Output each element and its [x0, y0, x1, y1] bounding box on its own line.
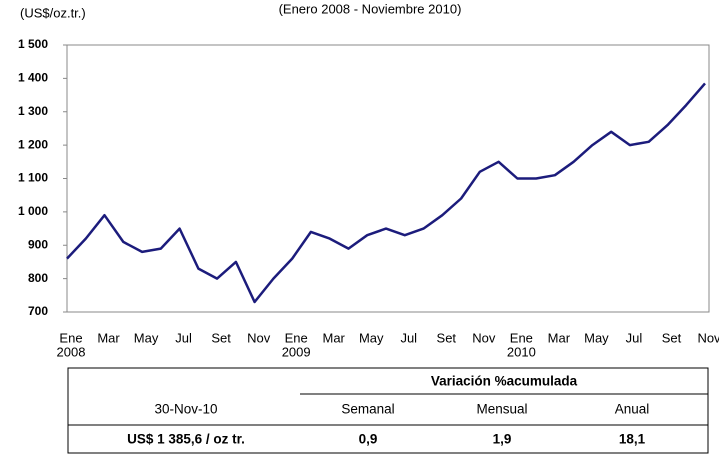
y-tick-label: 1 300	[18, 104, 48, 118]
y-tick-label: 900	[28, 237, 48, 251]
x-tick-label: Set	[211, 330, 231, 345]
table-header: 30-Nov-10	[154, 402, 217, 417]
plot-frame	[66, 44, 710, 313]
x-tick-label: Ene	[59, 330, 82, 345]
x-tick-label: Ene	[285, 330, 308, 345]
table-cell: 18,1	[619, 432, 646, 447]
table-frame	[67, 367, 709, 454]
table-cell: 1,9	[493, 432, 512, 447]
x-tick-label: Mar	[97, 330, 120, 345]
x-tick-label: Nov	[247, 330, 271, 345]
y-tick-label: 700	[28, 304, 48, 318]
y-tick-label: 1 000	[18, 204, 48, 218]
x-year-label: 2008	[57, 344, 86, 359]
x-tick-label: Jul	[400, 330, 417, 345]
table-cell: 0,9	[359, 432, 378, 447]
x-tick-label: Jul	[175, 330, 192, 345]
x-tick-label: Jul	[626, 330, 643, 345]
x-tick-label: Mar	[548, 330, 571, 345]
x-year-label: 2010	[507, 344, 536, 359]
price-line	[66, 82, 706, 304]
table-header: Semanal	[341, 402, 394, 417]
x-tick-label: Nov	[697, 330, 719, 345]
y-tick-label: 1 100	[18, 171, 48, 185]
x-tick-label: Mar	[323, 330, 346, 345]
x-tick-label: Set	[437, 330, 457, 345]
x-tick-label: Nov	[472, 330, 496, 345]
x-tick-label: Ene	[510, 330, 533, 345]
y-axis-label: (US$/oz.tr.)	[20, 5, 86, 20]
x-tick-label: Set	[662, 330, 682, 345]
y-tick-label: 800	[28, 271, 48, 285]
chart-title: (Enero 2008 - Noviembre 2010)	[279, 1, 462, 16]
x-tick-label: May	[584, 330, 609, 345]
y-tick-label: 1 500	[18, 37, 48, 51]
x-tick-label: May	[359, 330, 384, 345]
table-header: Anual	[615, 402, 650, 417]
table-cell: US$ 1 385,6 / oz tr.	[127, 432, 245, 447]
table-header: Mensual	[476, 402, 527, 417]
y-tick-label: 1 200	[18, 137, 48, 151]
y-tick-label: 1 400	[18, 71, 48, 85]
x-tick-label: May	[134, 330, 159, 345]
x-year-label: 2009	[282, 344, 311, 359]
table-group-header: Variación %acumulada	[431, 374, 578, 389]
